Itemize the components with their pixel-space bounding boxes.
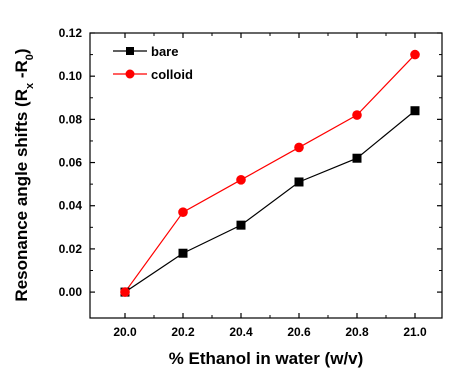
x-tick-label: 20.0	[113, 325, 137, 339]
data-point-bare	[352, 153, 362, 163]
x-tick-label: 20.2	[171, 325, 195, 339]
x-tick-label: 21.0	[403, 325, 427, 339]
x-axis: 20.0 20.2 20.4 20.6 20.8 21.0	[113, 33, 427, 339]
y-axis-title-main: Resonance angle shifts (R	[12, 89, 31, 302]
y-axis-title-end: )	[12, 48, 31, 54]
data-point-colloid	[178, 207, 188, 218]
legend-entry-colloid: colloid	[113, 67, 193, 82]
y-axis-title: Resonance angle shifts (Rx -R0)	[12, 48, 36, 301]
x-tick-label: 20.8	[345, 325, 369, 339]
data-point-colloid	[236, 175, 246, 185]
data-point-colloid	[410, 49, 420, 60]
legend-marker-colloid	[125, 69, 135, 79]
y-tick-label: 0.12	[59, 26, 83, 40]
legend-label-bare: bare	[151, 44, 178, 59]
series-line-bare	[124, 110, 416, 293]
data-point-bare	[236, 220, 246, 230]
legend-marker-bare	[126, 47, 134, 55]
legend-label-colloid: colloid	[151, 67, 193, 82]
y-tick-label: 0.00	[59, 285, 83, 299]
x-tick-label: 20.4	[229, 325, 253, 339]
plot-frame	[89, 32, 443, 319]
y-axis-title-sub-x: x	[24, 82, 36, 89]
y-tick-label: 0.04	[59, 199, 83, 213]
y-tick-label: 0.02	[59, 242, 83, 256]
y-axis-title-sub-0: 0	[24, 54, 36, 60]
data-point-bare	[178, 248, 188, 258]
series-line-colloid	[124, 54, 416, 293]
y-tick-label: 0.06	[59, 156, 83, 170]
data-point-bare	[410, 106, 420, 116]
legend: bare colloid	[113, 44, 193, 82]
y-tick-label: 0.10	[59, 69, 83, 83]
series-layer	[120, 49, 420, 297]
data-point-colloid	[352, 110, 362, 120]
data-point-bare	[294, 177, 304, 187]
data-point-colloid	[294, 142, 304, 153]
y-tick-label: 0.08	[59, 112, 83, 126]
x-axis-title: % Ethanol in water (w/v)	[169, 349, 364, 368]
legend-entry-bare: bare	[113, 44, 178, 59]
y-axis: 0.00 0.02 0.04 0.06 0.08 0.10 0.12	[59, 26, 442, 299]
data-point-colloid	[120, 287, 130, 297]
x-tick-label: 20.6	[287, 325, 311, 339]
y-axis-title-mid: -R	[12, 60, 31, 83]
